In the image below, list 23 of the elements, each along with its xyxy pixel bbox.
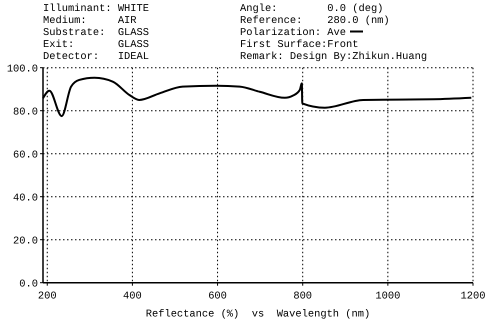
x-tick-label: 1200	[460, 290, 486, 303]
y-tick-label: 80.0	[13, 106, 38, 118]
text: Detector: IDEAL	[43, 51, 150, 63]
text: Illuminant: WHITE	[43, 3, 150, 15]
x-tick-label: 200	[38, 290, 57, 303]
y-tick-label: 40.0	[13, 192, 38, 204]
text: Substrate: GLASS	[43, 27, 150, 39]
text: Exit: GLASS	[43, 39, 150, 51]
text: Angle: 0.0 (deg)	[240, 3, 384, 15]
text: Medium: AIR	[43, 15, 137, 27]
y-tick-label: 60.0	[13, 149, 38, 162]
y-tick-label: 0.0	[19, 278, 38, 290]
y-tick-label: 20.0	[13, 235, 38, 248]
text: First Surface:Front	[240, 39, 358, 51]
y-tick-label: 100.0	[6, 63, 38, 76]
x-tick-label: 1000	[375, 290, 400, 303]
text: Remark: Design By:Zhikun.Huang	[240, 51, 428, 63]
text: Reference: 280.0 (nm)	[240, 15, 390, 27]
x-axis-title: Reflectance (%) vs Wavelength (nm)	[146, 308, 370, 321]
x-tick-label: 600	[208, 290, 227, 303]
legend-label: Polarization: Ave	[240, 27, 346, 39]
x-tick-label: 400	[123, 290, 142, 303]
x-tick-label: 800	[293, 290, 312, 303]
